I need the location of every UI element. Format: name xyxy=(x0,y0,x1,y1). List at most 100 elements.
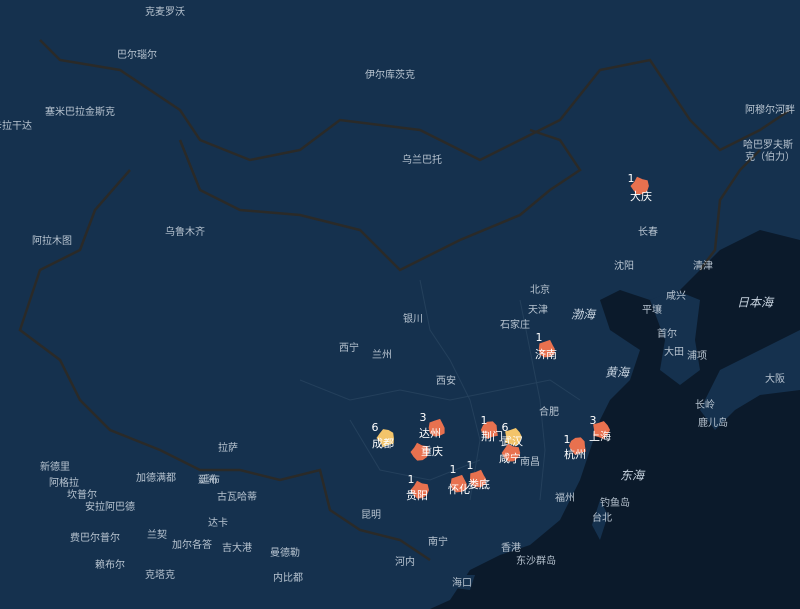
place-label: 克麦罗沃 xyxy=(145,6,185,18)
place-label: 延布 xyxy=(200,474,220,486)
place-label: 鹿儿岛 xyxy=(698,416,728,429)
place-label: 哈巴罗夫斯 xyxy=(743,138,793,151)
border xyxy=(178,128,582,272)
region-name: 重庆 xyxy=(421,444,443,458)
region-name: 娄底 xyxy=(468,477,490,491)
place-label: 阿拉木图 xyxy=(32,234,72,247)
region xyxy=(480,421,498,440)
border xyxy=(699,149,761,271)
sea-label: 日本海 xyxy=(737,296,775,310)
place-label: 南昌 xyxy=(520,455,540,468)
korea xyxy=(650,290,700,385)
place-label: 西安 xyxy=(436,374,456,387)
region-name: 怀化 xyxy=(448,482,470,496)
region xyxy=(538,339,555,358)
region-name: 荆门 xyxy=(481,429,503,443)
place-label: 伊尔库茨克 xyxy=(365,68,415,81)
place-label: 台北 xyxy=(592,511,612,524)
place-label: 乌兰巴托 xyxy=(402,153,442,166)
place-label: 塞米巴拉金斯克 xyxy=(45,105,115,118)
border xyxy=(39,39,791,162)
place-label: 兰州 xyxy=(372,348,392,361)
place-label: 平壤 xyxy=(642,303,662,316)
region xyxy=(428,418,445,437)
region xyxy=(568,437,586,455)
region-count: 1 xyxy=(450,463,457,476)
place-label: 大阪 xyxy=(765,372,785,385)
place-label: 曼德勒 xyxy=(270,546,300,559)
place-label: 赖布尔 xyxy=(95,558,125,571)
place-label: 克塔克 xyxy=(145,568,175,581)
labels: 克麦罗沃巴尔瑙尔伊尔库茨克塞米巴拉金斯克卡拉干达乌兰巴托 阿穆尔河畔哈巴罗夫斯克（… xyxy=(0,6,795,589)
region xyxy=(469,469,487,488)
place-label: 阿穆尔河畔 xyxy=(745,103,795,116)
sea-label: 渤海 xyxy=(571,308,597,322)
region xyxy=(505,428,522,446)
place-label: 兰契 xyxy=(147,528,167,541)
japan xyxy=(700,330,800,430)
place-label: 钓鱼岛 xyxy=(600,496,630,509)
region-count: 6 xyxy=(502,421,509,434)
place-label: 东沙群岛 xyxy=(516,554,556,567)
place-label: 西宁 xyxy=(339,341,359,354)
region-name: 济南 xyxy=(535,347,557,361)
region-count: 1 xyxy=(408,473,415,486)
region xyxy=(450,474,467,493)
place-label: 阿格拉 xyxy=(49,476,79,489)
region-count: 1 xyxy=(564,433,571,446)
place-label: 坎普尔 xyxy=(67,488,97,501)
region-name: 大庆 xyxy=(630,189,652,203)
place-label: 巴尔瑙尔 xyxy=(117,48,157,61)
region xyxy=(410,442,430,461)
region-count: 6 xyxy=(372,421,379,434)
region-name: 达州 xyxy=(419,427,441,440)
region-count: 1 xyxy=(467,459,474,472)
place-label: 克（伯力） xyxy=(745,150,795,163)
region-name: 杭州 xyxy=(564,447,586,461)
region-name: 成都 xyxy=(372,437,394,450)
place-label: 吉大港 xyxy=(222,541,252,554)
place-label: 浦项 xyxy=(687,349,707,362)
place-label: 长岭 xyxy=(695,398,715,411)
place-label: 加德满都 xyxy=(136,471,176,484)
region-count: 1 xyxy=(536,331,543,344)
region-name: 武汉 xyxy=(501,435,523,448)
region-name: 上海 xyxy=(589,429,611,443)
region-name: 咸宁 xyxy=(499,451,521,465)
place-label: 卡拉干达 xyxy=(0,119,32,132)
region-name: 贵阳 xyxy=(406,489,428,502)
place-label: 合肥 xyxy=(539,405,559,418)
region xyxy=(410,480,430,499)
region-count: 3 xyxy=(590,414,597,427)
place-label: 费巴尔普尔 xyxy=(70,531,120,544)
region xyxy=(376,429,394,448)
region-count: 1 xyxy=(628,172,635,185)
region xyxy=(630,176,649,195)
region-count: 1 xyxy=(481,414,488,427)
place-label: 达卡 xyxy=(208,516,228,529)
province-line xyxy=(299,279,581,501)
sea-label: 黄海 xyxy=(605,366,631,380)
region xyxy=(501,443,521,462)
place-label: 银川 xyxy=(403,312,423,325)
place-label: 长春 xyxy=(638,226,658,238)
place-label: 廷布 xyxy=(198,474,218,486)
place-label: 安拉阿巴德 xyxy=(85,500,135,513)
place-label: 加尔各答 xyxy=(172,538,212,551)
place-label: 海口 xyxy=(452,576,472,589)
place-label: 沈阳 xyxy=(614,259,634,272)
place-label: 昆明 xyxy=(361,509,381,521)
place-label: 咸兴 xyxy=(666,290,686,302)
place-label: 河内 xyxy=(395,555,415,568)
place-label: 拉萨 xyxy=(218,441,238,454)
sea-label: 东海 xyxy=(620,469,646,483)
place-label: 首尔 xyxy=(657,327,677,340)
region xyxy=(593,421,611,439)
place-label: 内比都 xyxy=(273,571,303,584)
hainan xyxy=(455,575,475,590)
place-label: 石家庄 xyxy=(500,318,530,331)
place-label: 大田 xyxy=(664,345,684,358)
